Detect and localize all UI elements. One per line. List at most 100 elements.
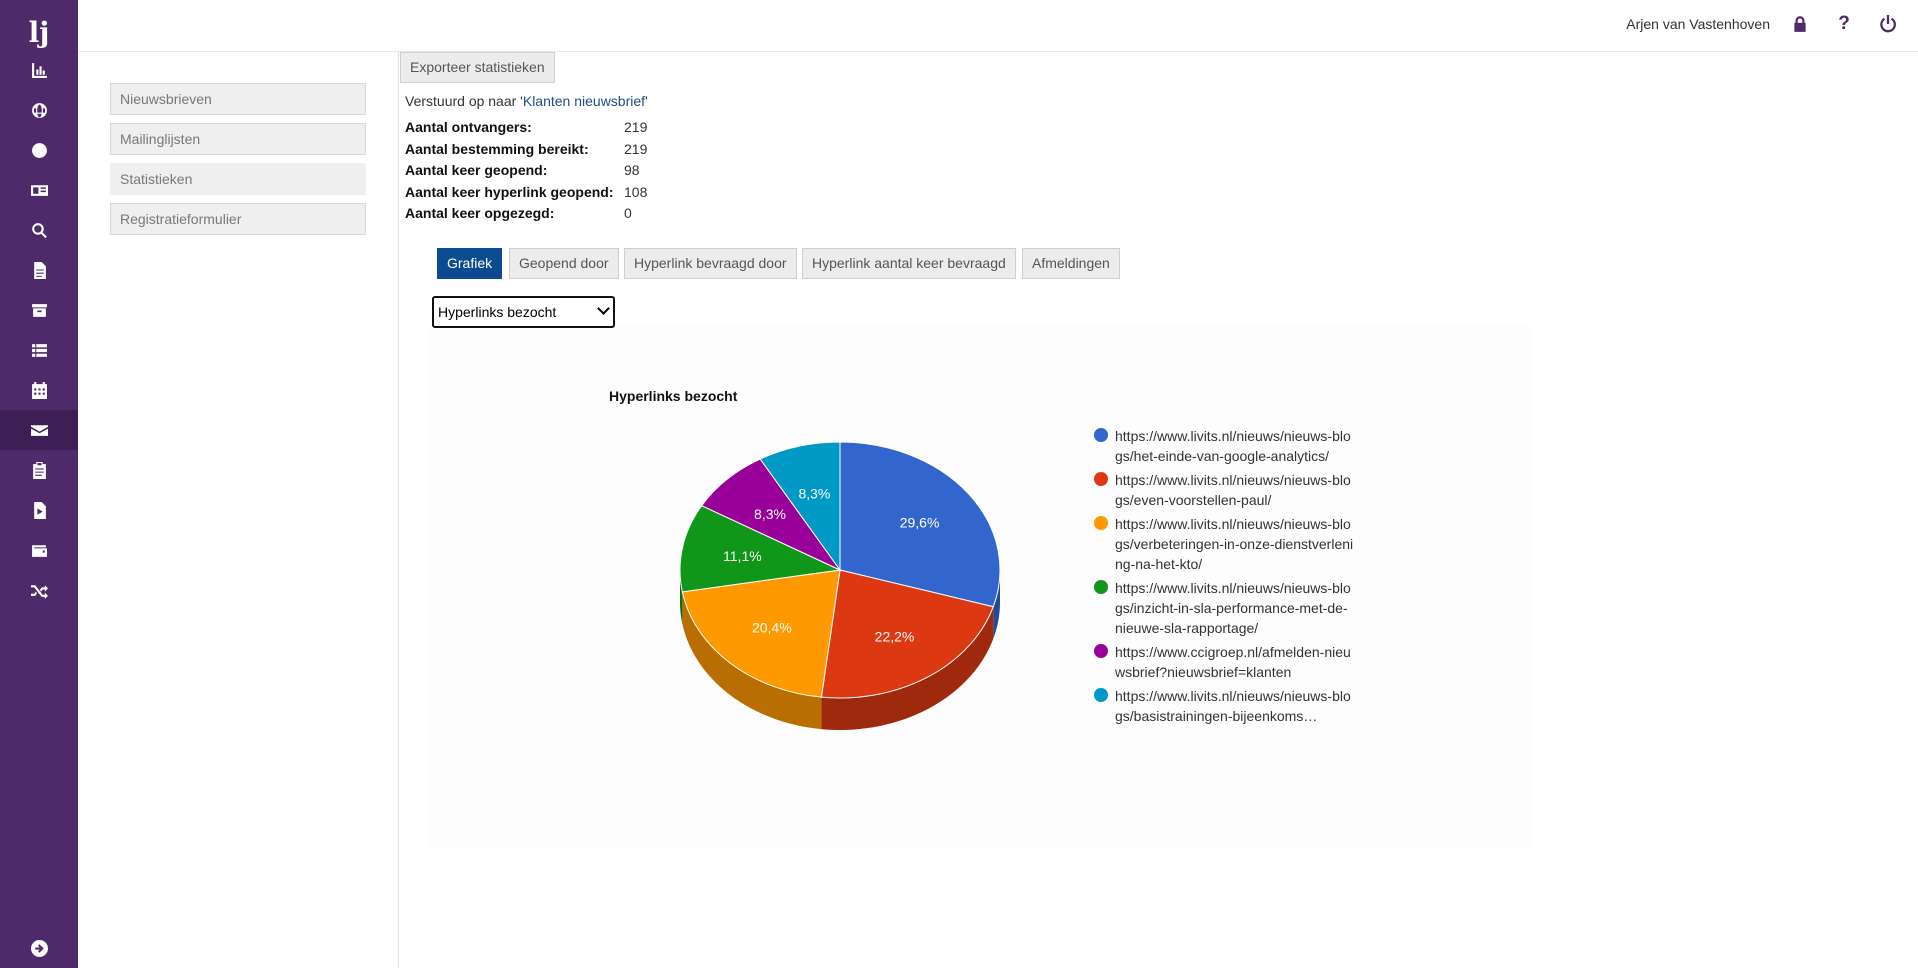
sent-suffix: ' [645, 93, 648, 109]
help-icon: ? [1838, 13, 1850, 34]
rail-item-integrations[interactable] [0, 570, 78, 610]
stat-label: Aantal keer hyperlink geopend: [405, 183, 614, 200]
tab-grafiek[interactable]: Grafiek [437, 248, 503, 279]
rail-item-web[interactable] [0, 90, 78, 130]
pie-slice[interactable] [679, 505, 842, 593]
rail-item-newsletters[interactable] [0, 410, 78, 450]
stat-value: 108 [624, 183, 648, 200]
stat-label: Aantal ontvangers: [405, 119, 532, 135]
archive-icon [31, 303, 47, 317]
stat-row: Aantal keer opgezegd: 0 [405, 205, 647, 227]
pie-slice-label: 20,4% [752, 620, 792, 636]
tab-hyperlink-bevraagd-door[interactable]: Hyperlink bevraagd door [624, 248, 797, 279]
legend-swatch [1094, 472, 1108, 486]
sent-info: Verstuurd op naar 'Klanten nieuwsbrief' [405, 93, 648, 109]
legend-label: https://www.livits.nl/nieuws/nieuws-blog… [1115, 580, 1351, 636]
pie-slice-label: 8,3% [798, 485, 830, 501]
chart-icon [31, 62, 47, 78]
rail-item-documents[interactable] [0, 250, 78, 290]
legend-item[interactable]: https://www.livits.nl/nieuws/nieuws-blog… [1094, 470, 1354, 510]
chart-type-select[interactable]: Hyperlinks bezocht [432, 296, 615, 328]
chevron-down-icon [597, 302, 610, 315]
sent-prefix: Verstuurd op naar ' [405, 93, 523, 109]
power-icon [1880, 15, 1896, 33]
file-export-icon [33, 501, 46, 519]
pie-slice[interactable] [820, 569, 994, 699]
subnav-item-statistics[interactable]: Statistieken [110, 163, 366, 195]
clipboard-icon [32, 461, 46, 479]
stat-label: Aantal keer opgezegd: [405, 205, 555, 221]
help-button[interactable]: ? [1834, 13, 1854, 34]
stat-value: 0 [624, 205, 632, 221]
pie-slice-label: 11,1% [723, 548, 762, 564]
id-card-icon [30, 184, 48, 196]
pie-slice[interactable] [839, 441, 1001, 608]
rail-item-tasks[interactable] [0, 450, 78, 490]
pie-slice-side [993, 570, 1000, 639]
chart-legend: https://www.livits.nl/nieuws/nieuws-blog… [1094, 426, 1354, 730]
rail-item-finance[interactable] [0, 530, 78, 570]
legend-label: https://www.livits.nl/nieuws/nieuws-blog… [1115, 472, 1351, 508]
legend-item[interactable]: https://www.ccigroep.nl/afmelden-nieuwsb… [1094, 642, 1354, 682]
lock-icon [1794, 16, 1806, 32]
rail-item-contacts[interactable] [0, 130, 78, 170]
smile-icon [31, 142, 47, 158]
pie-slice-label: 29,6% [900, 515, 940, 531]
legend-item[interactable]: https://www.livits.nl/nieuws/nieuws-blog… [1094, 514, 1354, 574]
legend-swatch [1094, 580, 1108, 594]
rail-item-statistics[interactable] [0, 50, 78, 90]
stats-summary: Aantal ontvangers: 219 Aantal bestemming … [405, 119, 647, 227]
stat-value: 98 [624, 162, 640, 178]
rail-item-lists[interactable] [0, 330, 78, 370]
content-divider [398, 52, 399, 968]
legend-swatch [1094, 644, 1108, 658]
pie-slice-side [821, 606, 994, 730]
legend-label: https://www.livits.nl/nieuws/nieuws-blog… [1115, 516, 1354, 572]
rail-expand-button[interactable] [0, 928, 78, 968]
legend-swatch [1094, 688, 1108, 702]
pie-slice[interactable] [681, 569, 841, 698]
chart-type-value: Hyperlinks bezocht [438, 304, 557, 320]
stat-row: Aantal bestemming bereikt: 219 [405, 141, 647, 163]
export-statistics-button[interactable]: Exporteer statistieken [400, 52, 555, 83]
pie-slice-label: 22,2% [875, 628, 915, 644]
stat-value: 219 [624, 140, 648, 157]
tab-afmeldingen[interactable]: Afmeldingen [1022, 248, 1120, 279]
stat-label: Aantal keer geopend: [405, 162, 548, 178]
chart-title: Hyperlinks bezocht [609, 388, 738, 404]
pie-slice[interactable] [759, 441, 841, 572]
stat-row: Aantal ontvangers: 219 [405, 119, 647, 141]
stat-row: Aantal keer hyperlink geopend: 108 [405, 184, 647, 206]
logout-button[interactable] [1878, 14, 1898, 34]
legend-item[interactable]: https://www.livits.nl/nieuws/nieuws-blog… [1094, 426, 1354, 466]
globe-icon [31, 102, 47, 118]
subnav-item-mailinglists[interactable]: Mailinglijsten [110, 123, 366, 155]
subnav-item-newsletters[interactable]: Nieuwsbrieven [110, 83, 366, 115]
user-name[interactable]: Arjen van Vastenhoven [1626, 16, 1770, 32]
wallet-icon [31, 544, 47, 557]
lock-button[interactable] [1790, 14, 1810, 34]
tab-hyperlink-aantal-keer-bevraagd[interactable]: Hyperlink aantal keer bevraagd [802, 248, 1016, 279]
calendar-icon [31, 381, 47, 399]
arrow-right-circle-icon [30, 939, 48, 957]
app-logo[interactable]: lj [28, 16, 50, 49]
pie-chart: 29,6% 22,2% 20,4% 11,1% 8,3% 8,3% [679, 441, 1001, 730]
subnav-item-registration-form[interactable]: Registratieformulier [110, 203, 366, 235]
file-icon [33, 261, 46, 279]
legend-swatch [1094, 428, 1108, 442]
mailinglist-link[interactable]: Klanten nieuwsbrief [522, 93, 646, 109]
rail-item-cards[interactable] [0, 170, 78, 210]
legend-swatch [1094, 516, 1108, 530]
search-icon [31, 222, 47, 238]
rail-item-calendar[interactable] [0, 370, 78, 410]
rail-item-reports[interactable] [0, 490, 78, 530]
legend-item[interactable]: https://www.livits.nl/nieuws/nieuws-blog… [1094, 686, 1354, 726]
legend-label: https://www.livits.nl/nieuws/nieuws-blog… [1115, 688, 1351, 724]
rail-item-archive[interactable] [0, 290, 78, 330]
stat-row: Aantal keer geopend: 98 [405, 162, 647, 184]
rail-item-search[interactable] [0, 210, 78, 250]
tab-geopend-door[interactable]: Geopend door [509, 248, 619, 279]
envelope-icon [30, 424, 48, 436]
legend-label: https://www.livits.nl/nieuws/nieuws-blog… [1115, 428, 1351, 464]
legend-item[interactable]: https://www.livits.nl/nieuws/nieuws-blog… [1094, 578, 1354, 638]
